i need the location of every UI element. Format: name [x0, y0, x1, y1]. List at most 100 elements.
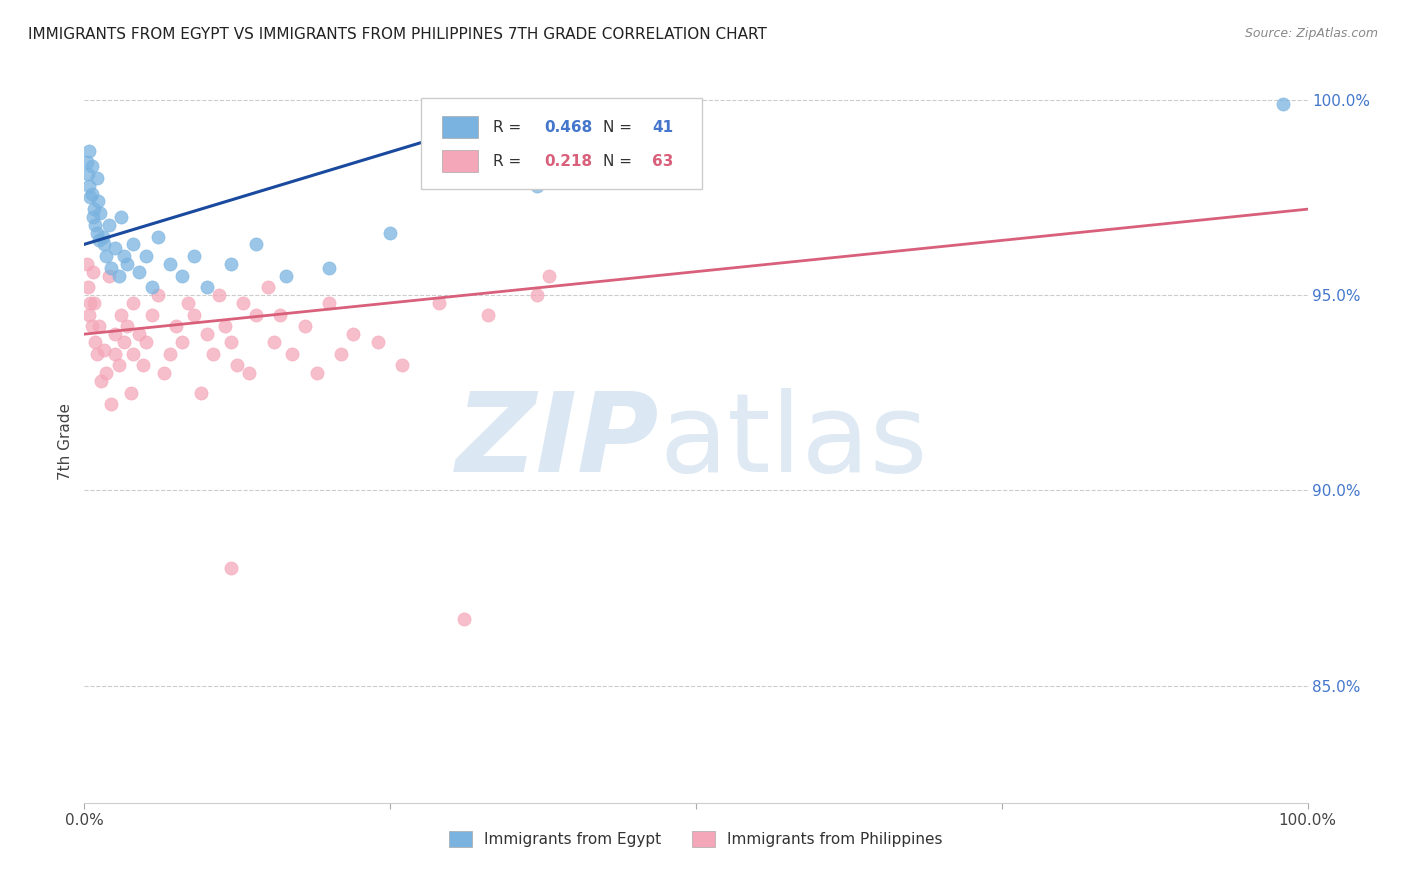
- Point: [128, 265, 150, 279]
- Point: [115, 257, 138, 271]
- Point: [87, 194, 110, 209]
- Point: [83, 202, 105, 216]
- Point: [159, 257, 181, 271]
- Point: [77, 308, 100, 322]
- Point: [219, 257, 242, 271]
- Point: [86, 226, 108, 240]
- Point: [318, 296, 340, 310]
- Point: [135, 249, 157, 263]
- Point: [80, 159, 103, 173]
- Point: [477, 308, 499, 322]
- Point: [91, 229, 114, 244]
- Point: [330, 346, 353, 360]
- Point: [97, 268, 120, 283]
- Point: [112, 334, 135, 349]
- Point: [87, 234, 110, 248]
- Text: 0.468: 0.468: [544, 120, 592, 135]
- Point: [294, 319, 316, 334]
- Point: [183, 308, 205, 322]
- FancyBboxPatch shape: [441, 117, 478, 138]
- Point: [135, 334, 157, 349]
- Text: R =: R =: [494, 120, 526, 135]
- Point: [281, 346, 304, 360]
- Y-axis label: 7th Grade: 7th Grade: [58, 403, 73, 480]
- Text: Source: ZipAtlas.com: Source: ZipAtlas.com: [1244, 27, 1378, 40]
- Point: [107, 268, 129, 283]
- Point: [77, 178, 100, 193]
- Point: [219, 561, 242, 575]
- Point: [86, 170, 108, 185]
- FancyBboxPatch shape: [420, 98, 702, 189]
- Point: [83, 296, 105, 310]
- Point: [172, 268, 194, 283]
- Point: [122, 237, 145, 252]
- Point: [104, 327, 127, 342]
- Point: [141, 308, 163, 322]
- Point: [208, 288, 231, 302]
- Point: [132, 359, 155, 373]
- Point: [93, 343, 115, 357]
- Point: [305, 366, 328, 380]
- Point: [367, 334, 389, 349]
- Point: [153, 366, 176, 380]
- Point: [128, 327, 150, 342]
- Text: N =: N =: [603, 153, 637, 169]
- Point: [219, 334, 242, 349]
- Point: [226, 359, 249, 373]
- Point: [120, 385, 142, 400]
- Text: ZIP: ZIP: [456, 388, 659, 495]
- Point: [90, 374, 112, 388]
- Point: [82, 210, 104, 224]
- Text: atlas: atlas: [659, 388, 928, 495]
- Point: [146, 229, 169, 244]
- Point: [122, 296, 145, 310]
- Point: [146, 288, 169, 302]
- Point: [245, 237, 267, 252]
- Point: [342, 327, 364, 342]
- Point: [245, 308, 267, 322]
- Text: 41: 41: [652, 120, 673, 135]
- Point: [159, 346, 181, 360]
- Legend: Immigrants from Egypt, Immigrants from Philippines: Immigrants from Egypt, Immigrants from P…: [443, 825, 949, 853]
- Point: [1272, 96, 1295, 111]
- Point: [526, 288, 548, 302]
- Text: N =: N =: [603, 120, 637, 135]
- Point: [104, 241, 127, 255]
- Point: [269, 308, 291, 322]
- Point: [97, 218, 120, 232]
- Point: [104, 346, 127, 360]
- Point: [107, 359, 129, 373]
- Text: IMMIGRANTS FROM EGYPT VS IMMIGRANTS FROM PHILIPPINES 7TH GRADE CORRELATION CHART: IMMIGRANTS FROM EGYPT VS IMMIGRANTS FROM…: [28, 27, 768, 42]
- Point: [177, 296, 200, 310]
- Point: [263, 334, 285, 349]
- Point: [112, 249, 135, 263]
- Point: [391, 359, 413, 373]
- Point: [380, 226, 402, 240]
- FancyBboxPatch shape: [441, 151, 478, 172]
- Point: [526, 178, 548, 193]
- Point: [76, 155, 98, 169]
- Point: [190, 385, 212, 400]
- Point: [80, 319, 103, 334]
- Text: 63: 63: [652, 153, 673, 169]
- Point: [79, 190, 101, 204]
- Point: [257, 280, 280, 294]
- Point: [141, 280, 163, 294]
- Point: [77, 167, 100, 181]
- Point: [165, 319, 187, 334]
- Point: [86, 346, 108, 360]
- Point: [96, 249, 118, 263]
- Point: [538, 268, 561, 283]
- Point: [87, 319, 110, 334]
- Point: [76, 257, 98, 271]
- Point: [82, 265, 104, 279]
- Point: [172, 334, 194, 349]
- Point: [122, 346, 145, 360]
- Point: [453, 612, 475, 626]
- Point: [100, 397, 122, 411]
- Point: [84, 334, 107, 349]
- Point: [89, 206, 111, 220]
- Point: [110, 308, 132, 322]
- Point: [427, 296, 450, 310]
- Point: [77, 280, 100, 294]
